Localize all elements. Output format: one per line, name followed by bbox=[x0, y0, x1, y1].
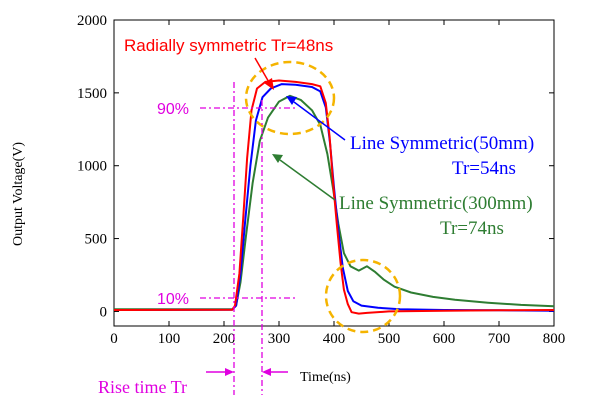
x-tick-label: 700 bbox=[488, 331, 511, 347]
x-tick-label: 400 bbox=[323, 331, 346, 347]
label-ninety-percent: 90% bbox=[157, 101, 189, 118]
series-layer bbox=[113, 79, 555, 315]
rise-arrow-left-head bbox=[225, 368, 234, 376]
series-line-1 bbox=[113, 83, 555, 312]
annotation-line300-name: Line Symmetric(300mm) bbox=[339, 193, 533, 214]
highlight-circle-peak bbox=[244, 60, 336, 136]
label-rise-time: Rise time Tr bbox=[98, 377, 187, 397]
blue-pointer bbox=[293, 101, 346, 141]
x-tick-label: 0 bbox=[110, 331, 118, 347]
annotation-line50-tr: Tr=54ns bbox=[452, 158, 516, 179]
x-tick-label: 800 bbox=[543, 331, 566, 347]
annotation-radially: Radially symmetric Tr=48ns bbox=[124, 36, 333, 55]
series-line-0 bbox=[113, 79, 555, 315]
red-pointer bbox=[254, 57, 271, 85]
annotation-line50-name: Line Symmetric(50mm) bbox=[350, 133, 534, 154]
y-tick-label: 0 bbox=[100, 304, 108, 320]
red-pointer-head bbox=[264, 78, 274, 90]
green-pointer-head bbox=[272, 154, 283, 163]
blue-pointer-head bbox=[286, 96, 297, 105]
y-tick-label: 2000 bbox=[77, 13, 107, 29]
highlight-circle-tail bbox=[324, 258, 402, 334]
axis-ticks: 0 100 200 300 400 500 600 700 800 0 500 1000 1500 200… bbox=[77, 13, 565, 347]
green-pointer bbox=[279, 159, 336, 201]
y-tick-label: 500 bbox=[85, 232, 108, 248]
y-tick-label: 1500 bbox=[77, 86, 107, 102]
x-tick-label: 600 bbox=[433, 331, 456, 347]
x-tick-label: 100 bbox=[158, 331, 181, 347]
x-axis-label: Time(ns) bbox=[300, 370, 351, 385]
y-tick-label: 1000 bbox=[77, 159, 107, 175]
x-tick-label: 500 bbox=[378, 331, 401, 347]
x-tick-label: 300 bbox=[268, 331, 291, 347]
y-axis-label: Output Voltage(V) bbox=[11, 142, 26, 246]
x-tick-label: 200 bbox=[213, 331, 236, 347]
label-ten-percent: 10% bbox=[157, 291, 189, 308]
annotation-line300-tr: Tr=74ns bbox=[440, 218, 504, 239]
rise-arrow-right-head bbox=[262, 368, 271, 376]
